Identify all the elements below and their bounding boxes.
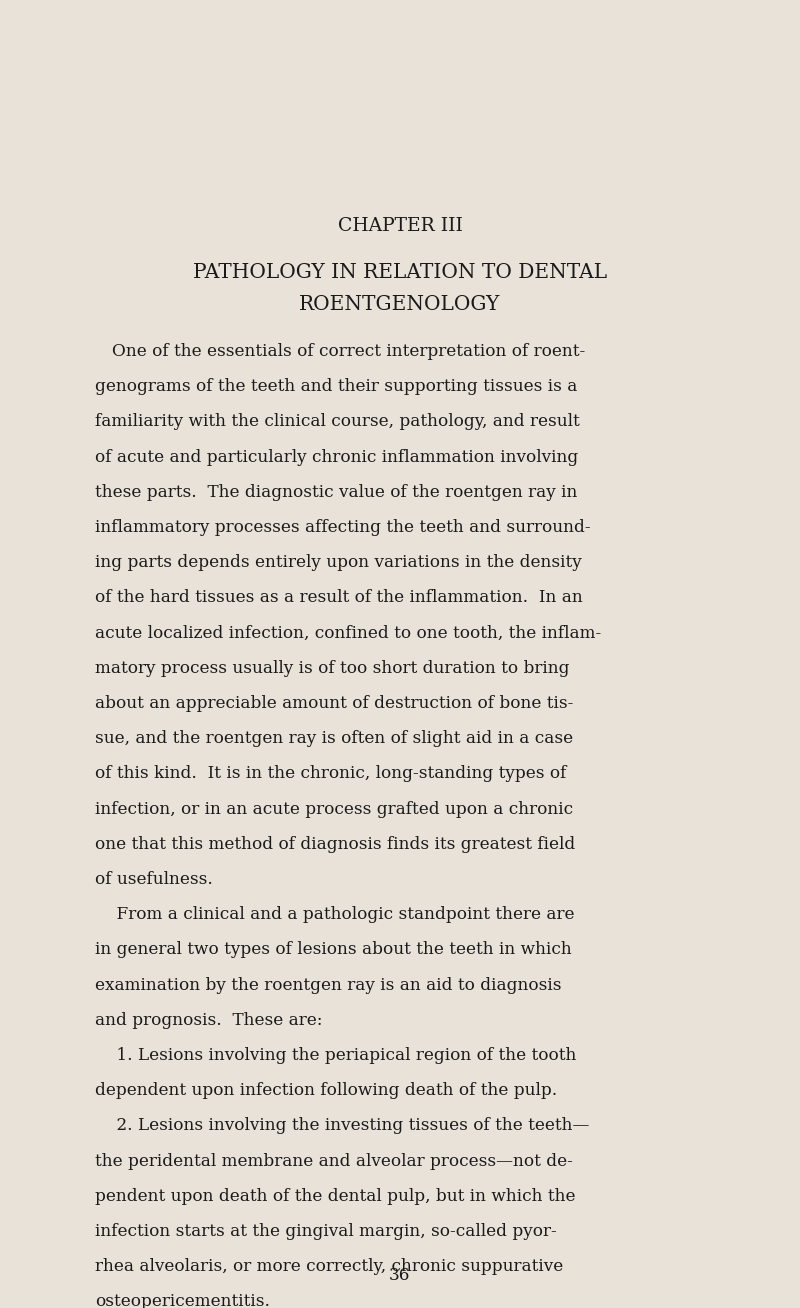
Text: about an appreciable amount of destruction of bone tis-: about an appreciable amount of destructi… xyxy=(95,695,574,712)
Text: 1. Lesions involving the periapical region of the tooth: 1. Lesions involving the periapical regi… xyxy=(95,1046,576,1063)
Text: these parts.  The diagnostic value of the roentgen ray in: these parts. The diagnostic value of the… xyxy=(95,484,578,501)
Text: pendent upon death of the dental pulp, but in which the: pendent upon death of the dental pulp, b… xyxy=(95,1188,575,1205)
Text: the peridental membrane and alveolar process—not de-: the peridental membrane and alveolar pro… xyxy=(95,1152,573,1169)
Text: infection starts at the gingival margin, so-called pyor-: infection starts at the gingival margin,… xyxy=(95,1223,557,1240)
Text: inflammatory processes affecting the teeth and surround-: inflammatory processes affecting the tee… xyxy=(95,519,590,536)
Text: infection, or in an acute process grafted upon a chronic: infection, or in an acute process grafte… xyxy=(95,800,573,818)
Text: osteopericementitis.: osteopericementitis. xyxy=(95,1294,270,1308)
Text: PATHOLOGY IN RELATION TO DENTAL: PATHOLOGY IN RELATION TO DENTAL xyxy=(193,263,607,283)
Text: examination by the roentgen ray is an aid to diagnosis: examination by the roentgen ray is an ai… xyxy=(95,977,562,994)
Text: One of the essentials of correct interpretation of roent-: One of the essentials of correct interpr… xyxy=(95,343,586,360)
Text: ing parts depends entirely upon variations in the density: ing parts depends entirely upon variatio… xyxy=(95,555,582,572)
Text: CHAPTER III: CHAPTER III xyxy=(338,217,462,235)
Text: 2. Lesions involving the investing tissues of the teeth—: 2. Lesions involving the investing tissu… xyxy=(95,1117,590,1134)
Text: of the hard tissues as a result of the inflammation.  In an: of the hard tissues as a result of the i… xyxy=(95,590,582,607)
Text: one that this method of diagnosis finds its greatest field: one that this method of diagnosis finds … xyxy=(95,836,575,853)
Text: From a clinical and a pathologic standpoint there are: From a clinical and a pathologic standpo… xyxy=(95,906,574,923)
Text: acute localized infection, confined to one tooth, the inflam-: acute localized infection, confined to o… xyxy=(95,625,602,642)
Text: genograms of the teeth and their supporting tissues is a: genograms of the teeth and their support… xyxy=(95,378,578,395)
Text: matory process usually is of too short duration to bring: matory process usually is of too short d… xyxy=(95,659,570,676)
Text: and prognosis.  These are:: and prognosis. These are: xyxy=(95,1012,322,1029)
Text: of usefulness.: of usefulness. xyxy=(95,871,213,888)
Text: familiarity with the clinical course, pathology, and result: familiarity with the clinical course, pa… xyxy=(95,413,580,430)
Text: in general two types of lesions about the teeth in which: in general two types of lesions about th… xyxy=(95,942,572,959)
Text: 36: 36 xyxy=(390,1266,410,1283)
Text: of acute and particularly chronic inflammation involving: of acute and particularly chronic inflam… xyxy=(95,449,578,466)
Text: ROENTGENOLOGY: ROENTGENOLOGY xyxy=(299,294,501,314)
Text: sue, and the roentgen ray is often of slight aid in a case: sue, and the roentgen ray is often of sl… xyxy=(95,730,573,747)
Text: rhea alveolaris, or more correctly, chronic suppurative: rhea alveolaris, or more correctly, chro… xyxy=(95,1258,563,1275)
Text: dependent upon infection following death of the pulp.: dependent upon infection following death… xyxy=(95,1082,558,1099)
Text: of this kind.  It is in the chronic, long-standing types of: of this kind. It is in the chronic, long… xyxy=(95,765,566,782)
